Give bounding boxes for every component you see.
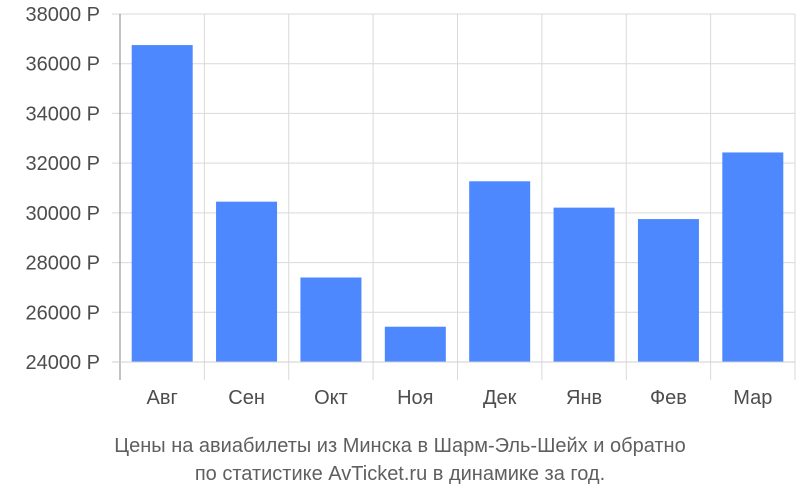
bar-1 (131, 45, 193, 362)
x-tick-label: Окт (314, 387, 348, 409)
bar-2 (216, 201, 278, 362)
y-tick-labels: 24000 Р 26000 Р 28000 Р 30000 Р 32000 Р 34000… (25, 4, 100, 374)
bar-7 (637, 219, 699, 362)
axes (112, 14, 795, 380)
bar-8 (722, 152, 784, 362)
x-tick-labels: Авг Сен Окт Ноя Дек Янв Фев Мар (147, 387, 773, 409)
y-tick-label: 32000 Р (25, 153, 100, 175)
x-tick-label: Авг (147, 387, 178, 409)
x-tick-label: Мар (733, 387, 772, 409)
bar-4 (384, 326, 446, 362)
bar-3 (300, 277, 362, 362)
x-tick-label: Дек (483, 387, 517, 409)
y-tick-label: 36000 Р (25, 54, 100, 76)
y-tick-label: 28000 Р (25, 253, 100, 275)
bar-5 (469, 181, 531, 362)
y-tick-label: 34000 Р (25, 103, 100, 125)
x-tick-label: Сен (228, 387, 265, 409)
x-tick-label: Ноя (397, 387, 433, 409)
x-tick-label: Янв (566, 387, 602, 409)
y-tick-label: 24000 Р (25, 352, 100, 374)
y-tick-label: 38000 Р (25, 4, 100, 26)
x-tick-label: Фев (650, 387, 687, 409)
chart-caption-line-1: Цены на авиабилеты из Минска в Шарм-Эль-… (114, 435, 686, 457)
chart-caption-line-2: по статистике AvTicket.ru в динамике за … (194, 463, 606, 485)
y-tick-label: 30000 Р (25, 203, 100, 225)
bar-6 (553, 207, 615, 362)
bars (131, 45, 784, 362)
grid-lines (112, 13, 796, 380)
y-tick-label: 26000 Р (25, 302, 100, 324)
